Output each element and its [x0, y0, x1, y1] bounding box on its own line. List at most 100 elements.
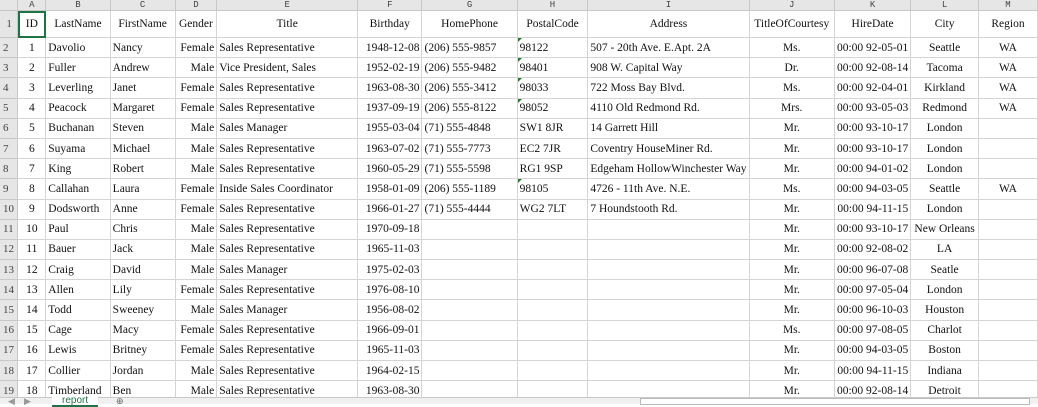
cell[interactable]: Mr. — [749, 158, 835, 180]
cell[interactable] — [978, 118, 1038, 139]
cell[interactable]: (206) 555-9857 — [421, 37, 518, 59]
cell[interactable] — [421, 259, 518, 281]
row-number[interactable]: 12 — [0, 239, 19, 261]
cell[interactable]: Mr. — [749, 199, 835, 220]
cell[interactable] — [517, 299, 589, 321]
cell[interactable]: Male — [175, 299, 218, 321]
cell[interactable]: 1966-09-01 — [357, 320, 423, 341]
cell[interactable] — [421, 219, 518, 240]
cell[interactable]: (71) 555-7773 — [421, 138, 518, 160]
cell[interactable]: Jordan — [110, 360, 176, 382]
cell[interactable]: 1975-02-03 — [357, 259, 423, 281]
sheet-tab-report[interactable]: report — [52, 396, 99, 407]
cell[interactable]: Lewis — [45, 340, 111, 362]
cell[interactable] — [421, 340, 518, 362]
cell[interactable]: Female — [175, 320, 218, 341]
row-number[interactable]: 11 — [0, 219, 19, 240]
cell[interactable]: 94-03-05 00:00 — [834, 340, 912, 362]
row-number[interactable]: 16 — [0, 320, 19, 341]
cell[interactable] — [517, 239, 589, 261]
header-cell[interactable]: City — [910, 10, 979, 38]
cell[interactable]: 1 — [17, 37, 47, 59]
cell[interactable]: Female — [175, 98, 218, 119]
column-header-H[interactable]: H — [517, 0, 589, 11]
cell[interactable]: London — [910, 158, 979, 180]
cell[interactable]: Sales Representative — [216, 77, 359, 99]
header-cell[interactable]: Region — [978, 10, 1038, 38]
cell[interactable]: Edgeham HollowWinchester Way — [587, 158, 750, 180]
cell[interactable]: Suyama — [45, 138, 111, 160]
cell[interactable]: 15 — [17, 320, 47, 341]
cell[interactable]: 7 — [17, 158, 47, 180]
cell[interactable]: 1952-02-19 — [357, 57, 423, 79]
header-cell[interactable]: Address — [587, 10, 750, 38]
row-number[interactable]: 17 — [0, 340, 19, 362]
cell[interactable]: WG2 7LT — [517, 199, 589, 220]
cell[interactable]: Todd — [45, 299, 111, 321]
cell[interactable]: Sales Manager — [216, 299, 359, 321]
cell[interactable]: 1965-11-03 — [357, 340, 423, 362]
cell[interactable]: Mr. — [749, 299, 835, 321]
column-header-C[interactable]: C — [110, 0, 176, 11]
cell[interactable]: 92-08-14 00:00 — [834, 380, 912, 402]
cell[interactable] — [517, 360, 589, 382]
cell[interactable]: 2 — [17, 57, 47, 79]
cell[interactable]: Sales Representative — [216, 279, 359, 301]
cell[interactable]: Collier — [45, 360, 111, 382]
cell[interactable]: London — [910, 138, 979, 160]
cell[interactable]: Sales Manager — [216, 259, 359, 281]
cell[interactable]: 17 — [17, 360, 47, 382]
cell[interactable]: Male — [175, 219, 218, 240]
row-number[interactable]: 4 — [0, 77, 19, 99]
cell[interactable]: 98033 — [517, 77, 589, 99]
cell[interactable]: Male — [175, 57, 218, 79]
cell[interactable]: Laura — [110, 178, 176, 200]
cell[interactable]: Leverling — [45, 77, 111, 99]
cell[interactable]: 13 — [17, 279, 47, 301]
prev-sheet-icon[interactable]: ◀ — [8, 396, 15, 406]
cell[interactable]: 722 Moss Bay Blvd. — [587, 77, 750, 99]
cell[interactable]: Mr. — [749, 259, 835, 281]
row-number[interactable]: 14 — [0, 279, 19, 301]
cell[interactable]: Seattle — [910, 178, 979, 200]
cell[interactable]: 1955-03-04 — [357, 118, 423, 139]
cell[interactable] — [978, 340, 1038, 362]
cell[interactable]: WA — [978, 77, 1038, 99]
cell[interactable]: Kirkland — [910, 77, 979, 99]
cell[interactable]: London — [910, 199, 979, 220]
cell[interactable]: Davolio — [45, 37, 111, 59]
row-number[interactable]: 2 — [0, 37, 19, 59]
cell[interactable]: 14 Garrett Hill — [587, 118, 750, 139]
cell[interactable]: Houston — [910, 299, 979, 321]
column-header-G[interactable]: G — [421, 0, 518, 11]
cell[interactable]: 6 — [17, 138, 47, 160]
row-number[interactable]: 5 — [0, 98, 19, 119]
cell[interactable]: (71) 555-4444 — [421, 199, 518, 220]
column-header-F[interactable]: F — [357, 0, 423, 11]
cell[interactable]: New Orleans — [910, 219, 979, 240]
cell[interactable]: London — [910, 118, 979, 139]
cell[interactable]: Female — [175, 199, 218, 220]
cell[interactable] — [587, 259, 750, 281]
cell[interactable]: Sweeney — [110, 299, 176, 321]
header-cell[interactable]: HireDate — [834, 10, 912, 38]
cell[interactable] — [587, 299, 750, 321]
cell[interactable]: Cage — [45, 320, 111, 341]
row-number[interactable]: 3 — [0, 57, 19, 79]
cell[interactable]: Buchanan — [45, 118, 111, 139]
column-header-B[interactable]: B — [45, 0, 111, 11]
plus-circle-icon[interactable]: ⊕ — [116, 396, 124, 406]
row-number[interactable]: 13 — [0, 259, 19, 281]
cell[interactable]: Ms. — [749, 37, 835, 59]
cell[interactable] — [978, 199, 1038, 220]
header-cell[interactable]: TitleOfCourtesy — [749, 10, 835, 38]
cell[interactable]: 4110 Old Redmond Rd. — [587, 98, 750, 119]
header-cell[interactable]: Birthday — [357, 10, 423, 38]
cell[interactable]: 93-10-17 00:00 — [834, 118, 912, 139]
cell[interactable] — [587, 360, 750, 382]
cell[interactable]: 94-11-15 00:00 — [834, 199, 912, 220]
cell[interactable]: Peacock — [45, 98, 111, 119]
cell[interactable]: 1963-08-30 — [357, 77, 423, 99]
cell[interactable]: Male — [175, 259, 218, 281]
